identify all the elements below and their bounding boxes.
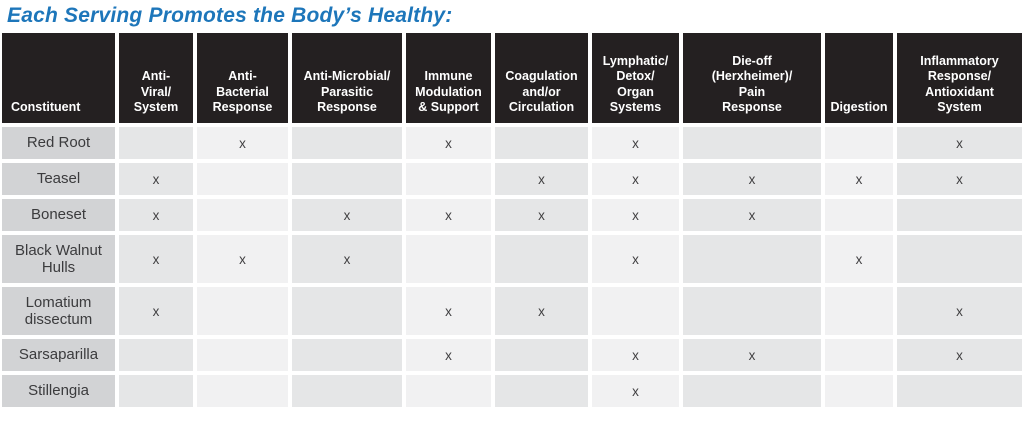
benefit-cell — [825, 199, 893, 231]
column-header-immune: Immune Modulation & Support — [406, 33, 491, 123]
constituent-name-teasel: Teasel — [2, 163, 115, 195]
benefit-cell — [292, 287, 402, 335]
benefit-cell — [495, 339, 588, 371]
benefit-cell — [406, 235, 491, 283]
benefit-cell — [897, 199, 1022, 231]
benefit-cell: x — [406, 199, 491, 231]
constituent-benefits-table: Constituent Anti- Viral/ System Anti- Bact… — [2, 33, 1022, 407]
benefit-cell: x — [197, 235, 288, 283]
benefit-cell: x — [592, 235, 679, 283]
benefit-cell: x — [119, 235, 193, 283]
benefit-cell — [119, 127, 193, 159]
benefit-cell: x — [495, 287, 588, 335]
benefit-cell: x — [825, 235, 893, 283]
column-header-die-off: Die-off (Herxheimer)/ Pain Response — [683, 33, 821, 123]
constituent-name-red-root: Red Root — [2, 127, 115, 159]
benefit-cell — [495, 235, 588, 283]
benefit-cell: x — [119, 287, 193, 335]
benefit-cell: x — [495, 199, 588, 231]
benefit-cell — [292, 375, 402, 407]
constituent-name-stillengia: Stillengia — [2, 375, 115, 407]
benefit-cell: x — [592, 375, 679, 407]
column-header-anti: Anti- Bacterial Response — [197, 33, 288, 123]
benefit-cell: x — [406, 127, 491, 159]
benefit-cell — [897, 235, 1022, 283]
benefit-cell: x — [683, 199, 821, 231]
benefit-cell — [683, 235, 821, 283]
benefit-cell — [495, 375, 588, 407]
column-header-coagulation: Coagulation and/or Circulation — [495, 33, 588, 123]
benefit-cell — [119, 375, 193, 407]
benefit-cell: x — [406, 287, 491, 335]
benefit-cell — [197, 287, 288, 335]
benefit-cell — [592, 287, 679, 335]
benefit-cell: x — [825, 163, 893, 195]
constituent-name-sarsaparilla: Sarsaparilla — [2, 339, 115, 371]
benefit-cell — [825, 375, 893, 407]
benefit-cell: x — [897, 127, 1022, 159]
column-header-constituent: Constituent — [2, 33, 115, 123]
benefit-cell — [197, 199, 288, 231]
benefit-cell — [406, 163, 491, 195]
benefit-cell — [897, 375, 1022, 407]
benefit-cell — [292, 339, 402, 371]
benefit-cell — [683, 127, 821, 159]
benefit-cell: x — [592, 163, 679, 195]
benefit-cell — [197, 163, 288, 195]
column-header-inflammatory: Inflammatory Response/ Antioxidant Syste… — [897, 33, 1022, 123]
benefit-cell: x — [683, 163, 821, 195]
benefit-cell — [495, 127, 588, 159]
benefit-cell: x — [897, 163, 1022, 195]
benefit-cell: x — [592, 199, 679, 231]
column-header-digestion: Digestion — [825, 33, 893, 123]
benefit-cell: x — [897, 339, 1022, 371]
benefit-cell: x — [592, 339, 679, 371]
benefit-cell: x — [292, 199, 402, 231]
benefit-cell — [825, 127, 893, 159]
constituent-name-lomatium-dissectum: Lomatium dissectum — [2, 287, 115, 335]
column-header-lymphatic: Lymphatic/ Detox/ Organ Systems — [592, 33, 679, 123]
benefit-cell — [119, 339, 193, 371]
benefit-cell: x — [119, 163, 193, 195]
benefit-cell: x — [897, 287, 1022, 335]
constituent-name-boneset: Boneset — [2, 199, 115, 231]
benefit-cell — [825, 287, 893, 335]
column-header-anti-microbial: Anti-Microbial/ Parasitic Response — [292, 33, 402, 123]
benefit-cell — [197, 339, 288, 371]
benefit-cell — [406, 375, 491, 407]
benefit-cell: x — [683, 339, 821, 371]
constituent-name-black-walnut-hulls: Black Walnut Hulls — [2, 235, 115, 283]
benefit-cell: x — [592, 127, 679, 159]
benefit-cell — [825, 339, 893, 371]
column-header-anti: Anti- Viral/ System — [119, 33, 193, 123]
benefit-cell — [197, 375, 288, 407]
benefit-cell: x — [197, 127, 288, 159]
benefit-cell: x — [406, 339, 491, 371]
benefit-cell — [292, 163, 402, 195]
benefit-cell: x — [292, 235, 402, 283]
benefit-cell — [683, 375, 821, 407]
benefit-cell — [292, 127, 402, 159]
page-title: Each Serving Promotes the Body’s Healthy… — [7, 4, 453, 27]
benefit-cell: x — [119, 199, 193, 231]
benefit-cell — [683, 287, 821, 335]
benefit-cell: x — [495, 163, 588, 195]
